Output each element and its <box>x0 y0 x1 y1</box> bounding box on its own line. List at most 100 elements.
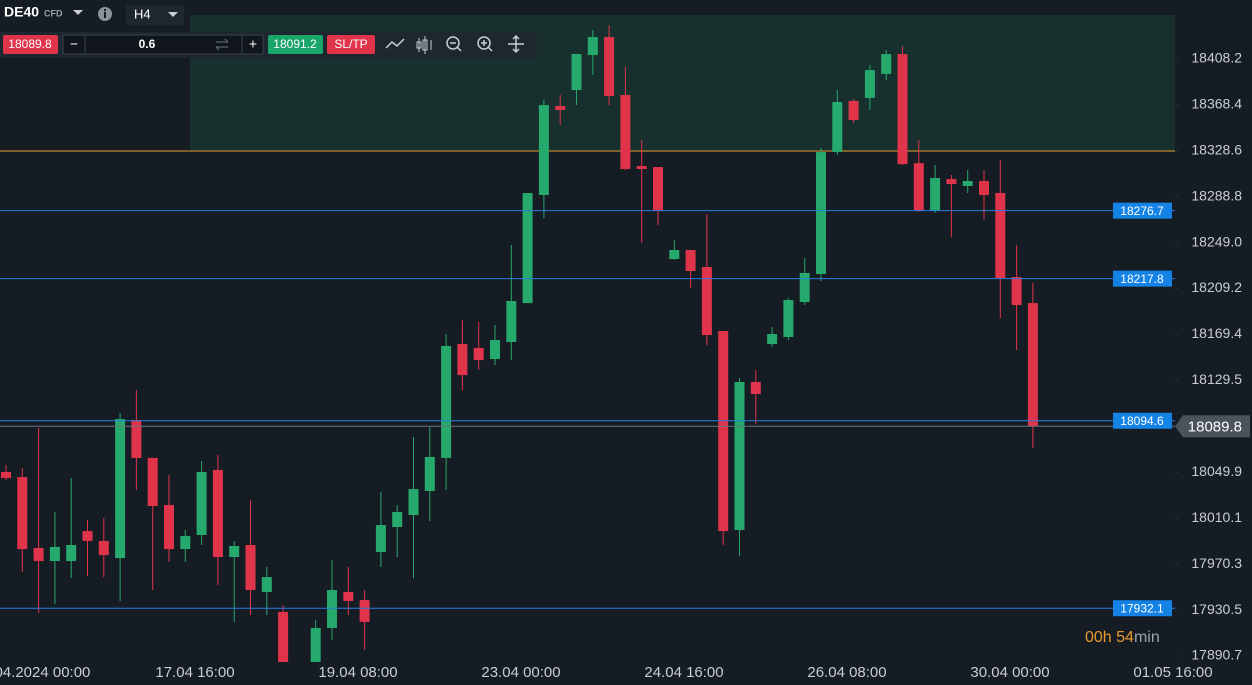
candle-body <box>131 419 142 458</box>
level-badge <box>1113 202 1172 219</box>
level-label: 17932.1 <box>1120 601 1164 615</box>
candle-body <box>881 53 892 74</box>
candle-body <box>587 37 598 56</box>
sltp: SL/TP <box>334 37 367 51</box>
line-chart-icon[interactable] <box>385 38 405 49</box>
candle-body <box>424 456 435 492</box>
candle-body <box>946 179 957 185</box>
x-tick-label: 30.04 00:00 <box>970 664 1049 681</box>
volume[interactable]: 0.6 <box>139 37 156 51</box>
timer-minutes: 54 <box>1116 629 1134 646</box>
candle-body <box>653 167 663 212</box>
y-tick-label: 18209.2 <box>1191 279 1242 295</box>
candle-body <box>441 345 452 458</box>
y-tick-label: 17890.7 <box>1191 647 1242 663</box>
current-price-label: 18089.8 <box>1188 418 1242 435</box>
candle-body <box>962 181 973 186</box>
candle-body <box>701 266 712 336</box>
swap-icon[interactable] <box>215 38 229 51</box>
candle-body <box>685 250 696 272</box>
y-tick-label: 18129.5 <box>1191 371 1242 387</box>
timeframe-select[interactable] <box>126 5 184 25</box>
candle-body <box>180 536 191 550</box>
candle-body <box>212 470 223 558</box>
candle-body <box>229 546 240 558</box>
candle-body <box>245 545 256 591</box>
candle-body <box>457 344 468 376</box>
candle-body <box>278 611 289 662</box>
buy-price: 18091.2 <box>273 37 317 51</box>
level-badge <box>1113 600 1172 617</box>
candle-body <box>1027 303 1038 427</box>
info-glyph <box>104 9 106 11</box>
candle-body <box>897 53 908 165</box>
volume-box <box>62 34 264 55</box>
level-badge <box>1113 412 1172 429</box>
y-tick-label: 18049.9 <box>1191 463 1242 479</box>
level-label: 18276.7 <box>1120 204 1164 218</box>
zoom-out-glyph <box>450 42 462 52</box>
candle-body <box>555 106 566 110</box>
y-tick-label: 18169.4 <box>1191 325 1242 341</box>
instrument-type: CFD <box>44 8 63 18</box>
candle-body <box>816 152 826 275</box>
candle-body <box>718 331 729 532</box>
candle-body <box>98 540 109 556</box>
y-tick-label: 17930.5 <box>1191 601 1242 617</box>
symbol[interactable]: DE40 <box>4 4 39 20</box>
zoom-in-glyph <box>481 40 493 52</box>
candle-body <box>995 193 1006 279</box>
candle-body <box>33 548 44 562</box>
timeframe: H4 <box>134 6 151 21</box>
y-tick-label: 18408.2 <box>1191 50 1242 66</box>
candle-body <box>620 94 631 170</box>
timer-unit: min <box>1134 629 1160 646</box>
candle-body <box>604 37 615 96</box>
timer: 00h 54min <box>1085 629 1160 646</box>
candle-body <box>799 272 810 303</box>
sell-button[interactable] <box>3 35 58 54</box>
zoom-in-icon[interactable] <box>477 36 491 50</box>
candle-body <box>522 193 533 304</box>
minus-button[interactable]: − <box>70 36 78 52</box>
y-tick-label: 18288.8 <box>1191 187 1242 203</box>
candle-body <box>750 381 761 394</box>
y-tick-label: 17970.3 <box>1191 555 1242 571</box>
x-tick-label: 24.04 16:00 <box>644 664 723 681</box>
y-tick-label: 18368.4 <box>1191 96 1242 112</box>
candle-body <box>473 347 484 361</box>
candle-body <box>66 545 77 562</box>
buy-button[interactable] <box>268 35 323 54</box>
candle-body <box>848 100 859 120</box>
zoom-out-icon[interactable] <box>446 36 460 50</box>
x-tick-label: 23.04 00:00 <box>481 664 560 681</box>
candle-body <box>636 166 647 170</box>
x-tick-label: 26.04 08:00 <box>807 664 886 681</box>
plus-button[interactable]: + <box>249 36 257 52</box>
candle-body <box>359 600 370 622</box>
candle-body <box>930 178 941 212</box>
candle-body <box>408 489 419 516</box>
candle-body <box>783 299 794 338</box>
pan-icon[interactable] <box>508 34 524 54</box>
level-badge <box>1113 270 1172 287</box>
candle-chart-icon[interactable] <box>416 36 432 54</box>
sltp-button[interactable] <box>327 35 375 54</box>
candle-body <box>49 546 60 562</box>
x-tick-label: 16.04.2024 00:00 <box>0 664 90 681</box>
candle-body <box>1 471 11 478</box>
candle-body <box>571 53 582 90</box>
candle-body <box>832 101 843 153</box>
candle-body <box>979 181 989 195</box>
level-label: 18094.6 <box>1120 414 1164 428</box>
symbol-dropdown[interactable] <box>73 10 83 15</box>
y-tick-label: 18010.1 <box>1191 509 1242 525</box>
info-glyph <box>104 12 106 18</box>
current-price-badge <box>1175 415 1250 438</box>
overlay: DE40 CFD H4 18089.8 − 0.6 + 18091.2 SL/T… <box>0 4 1250 681</box>
sell-price: 18089.8 <box>8 37 52 51</box>
candle-body <box>17 477 28 550</box>
candle-body <box>490 339 500 360</box>
candle-body <box>310 627 321 662</box>
